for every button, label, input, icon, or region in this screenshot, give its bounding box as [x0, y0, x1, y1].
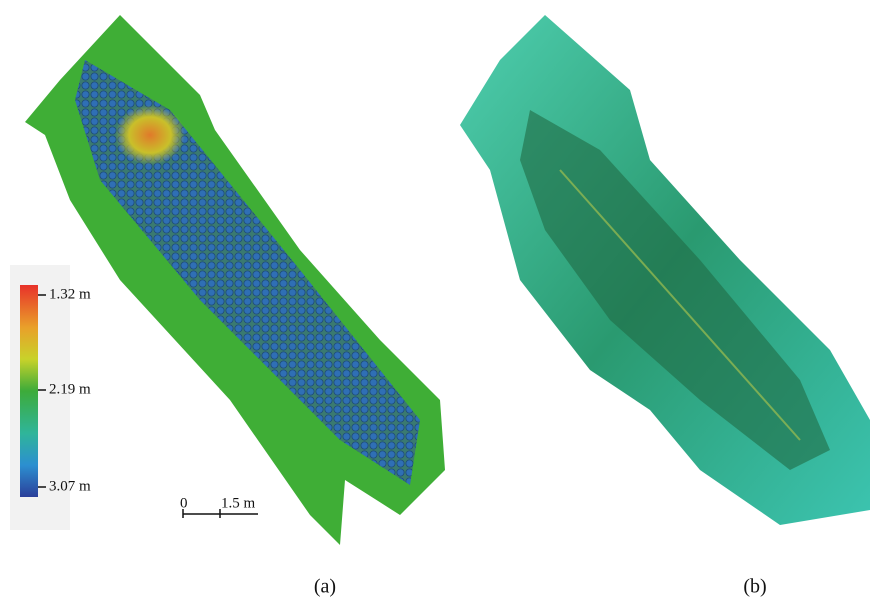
- panel-a: 1.32 m 2.19 m 3.07 m 0 1.5 m (a): [10, 15, 445, 598]
- caption: (a): [314, 576, 336, 598]
- scale-bar-label: 0: [180, 495, 188, 511]
- colorbar: [20, 285, 38, 497]
- scale-bar-label: 1.5 m: [221, 495, 256, 511]
- colorbar-label: 1.32 m: [49, 286, 91, 302]
- panel-b: (b): [460, 15, 870, 598]
- colorbar-label: 3.07 m: [49, 478, 91, 494]
- caption: (b): [743, 576, 766, 598]
- hot-spot: [115, 105, 185, 165]
- colorbar-label: 2.19 m: [49, 381, 91, 397]
- figure: 1.32 m 2.19 m 3.07 m 0 1.5 m (a) (b): [0, 0, 874, 601]
